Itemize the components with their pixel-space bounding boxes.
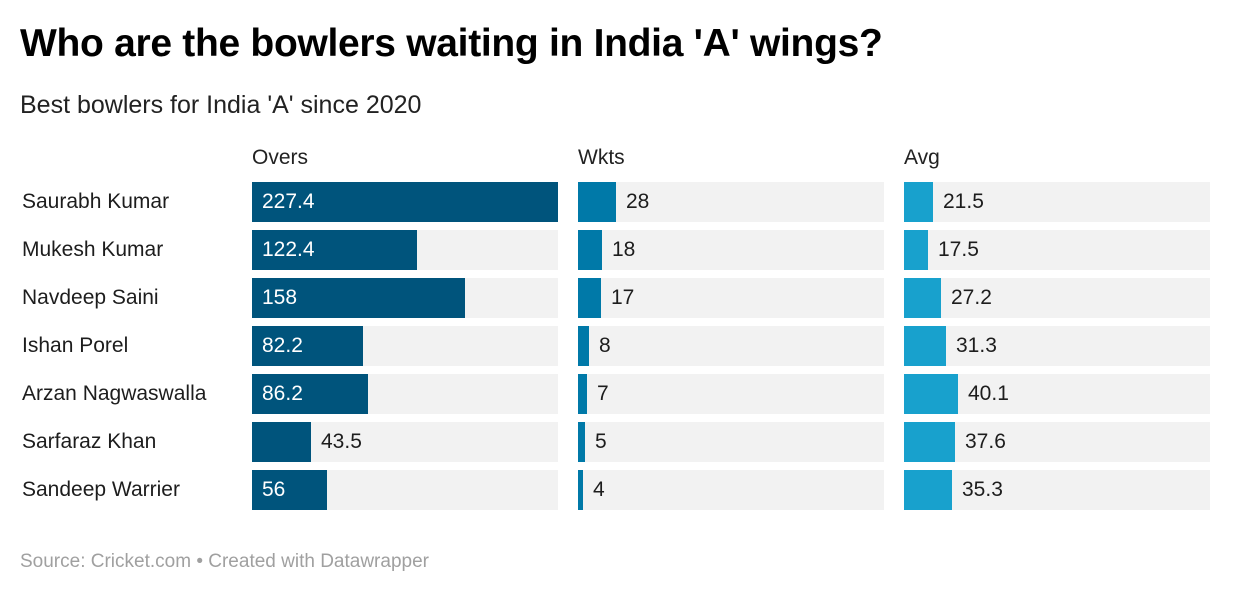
data-label: 18 bbox=[612, 238, 636, 261]
bar-track: 4 bbox=[578, 470, 884, 510]
bar-wkts bbox=[578, 230, 602, 270]
bar-track: 122.4 bbox=[252, 230, 558, 270]
data-label: 7 bbox=[597, 382, 609, 405]
bar-overs bbox=[252, 278, 465, 318]
data-label: 8 bbox=[599, 334, 611, 357]
bar-track: 8 bbox=[578, 326, 884, 366]
row-label: Mukesh Kumar bbox=[22, 238, 164, 261]
bar-track: 17 bbox=[578, 278, 884, 318]
bar-avg bbox=[904, 278, 941, 318]
bar-overs bbox=[252, 374, 368, 414]
bar-track: 86.2 bbox=[252, 374, 558, 414]
data-label: 27.2 bbox=[951, 286, 992, 309]
bar-track: 31.3 bbox=[904, 326, 1210, 366]
data-label: 40.1 bbox=[968, 382, 1009, 405]
row-label: Ishan Porel bbox=[22, 334, 129, 357]
row-label: Sandeep Warrier bbox=[22, 478, 180, 501]
bar-track: 56 bbox=[252, 470, 558, 510]
bar-wkts bbox=[578, 278, 601, 318]
bar-track: 158 bbox=[252, 278, 558, 318]
bar-track: 227.4 bbox=[252, 182, 558, 222]
row-label: Saurabh Kumar bbox=[22, 190, 170, 213]
data-label: 21.5 bbox=[943, 190, 984, 213]
bar-track: 37.6 bbox=[904, 422, 1210, 462]
data-label: 43.5 bbox=[321, 430, 362, 453]
bar-track: 5 bbox=[578, 422, 884, 462]
row-label: Sarfaraz Khan bbox=[22, 430, 157, 453]
bar-overs bbox=[252, 470, 327, 510]
bar-overs bbox=[252, 230, 417, 270]
bar-track: 21.5 bbox=[904, 182, 1210, 222]
bar-avg bbox=[904, 470, 952, 510]
row-label: Arzan Nagwaswalla bbox=[22, 382, 207, 405]
data-label: 82.2 bbox=[262, 334, 303, 357]
bar-track: 35.3 bbox=[904, 470, 1210, 510]
data-label: 158 bbox=[262, 286, 298, 309]
data-label: 86.2 bbox=[262, 382, 303, 405]
bar-track: 7 bbox=[578, 374, 884, 414]
data-label: 56 bbox=[262, 478, 286, 501]
column-header-wkts: Wkts bbox=[578, 146, 625, 169]
data-label: 4 bbox=[593, 478, 605, 501]
data-label: 122.4 bbox=[262, 238, 315, 261]
bar-track: 43.5 bbox=[252, 422, 558, 462]
bar-wkts bbox=[578, 182, 616, 222]
bar-avg bbox=[904, 230, 928, 270]
data-label: 37.6 bbox=[965, 430, 1006, 453]
bar-overs bbox=[252, 326, 363, 366]
bar-wkts bbox=[578, 422, 585, 462]
bar-track: 18 bbox=[578, 230, 884, 270]
chart-title: Who are the bowlers waiting in India 'A'… bbox=[20, 22, 883, 65]
row-label: Navdeep Saini bbox=[22, 286, 159, 309]
column-header-avg: Avg bbox=[904, 146, 940, 169]
column-header-overs: Overs bbox=[252, 146, 309, 169]
data-label: 31.3 bbox=[956, 334, 997, 357]
bar-wkts bbox=[578, 374, 587, 414]
bar-wkts bbox=[578, 470, 583, 510]
bar-avg bbox=[904, 182, 933, 222]
bar-overs bbox=[252, 182, 558, 222]
bar-avg bbox=[904, 374, 958, 414]
bar-avg bbox=[904, 422, 955, 462]
bar-overs bbox=[252, 422, 311, 462]
chart-subtitle: Best bowlers for India 'A' since 2020 bbox=[20, 91, 422, 119]
bar-track: 27.2 bbox=[904, 278, 1210, 318]
data-label: 227.4 bbox=[262, 190, 315, 213]
bar-track: 17.5 bbox=[904, 230, 1210, 270]
bar-track: 40.1 bbox=[904, 374, 1210, 414]
bar-track: 28 bbox=[578, 182, 884, 222]
data-label: 28 bbox=[626, 190, 650, 213]
data-label: 17 bbox=[611, 286, 635, 309]
bar-wkts bbox=[578, 326, 589, 366]
data-label: 35.3 bbox=[962, 478, 1003, 501]
source-footer: Source: Cricket.com • Created with Dataw… bbox=[20, 551, 429, 572]
bar-track: 82.2 bbox=[252, 326, 558, 366]
data-label: 17.5 bbox=[938, 238, 979, 261]
bar-avg bbox=[904, 326, 946, 366]
data-label: 5 bbox=[595, 430, 607, 453]
